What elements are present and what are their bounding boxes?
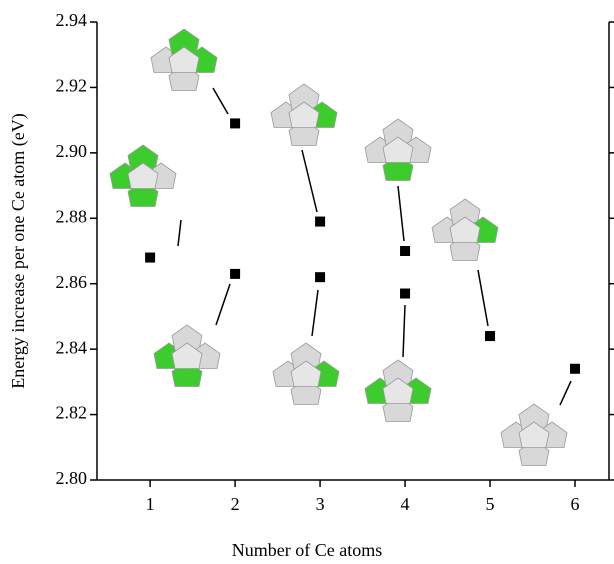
x-tick-label: 2	[231, 494, 240, 514]
data-point	[570, 364, 580, 374]
chart: Number of Ce atoms Energy increase per o…	[0, 0, 614, 564]
data-point	[315, 217, 325, 227]
x-tick-label: 4	[401, 494, 410, 514]
x-tick-label: 1	[146, 494, 155, 514]
y-tick-label: 2.94	[56, 10, 88, 30]
cluster-illustrations	[110, 29, 567, 466]
y-axis-label: Energy increase per one Ce atom (eV)	[8, 113, 29, 389]
y-tick-label: 2.88	[56, 206, 88, 226]
x-tick-label: 3	[316, 494, 325, 514]
y-tick-label: 2.84	[56, 337, 88, 357]
x-tick-label: 5	[486, 494, 495, 514]
y-tick-label: 2.86	[56, 272, 88, 292]
y-tick-label: 2.82	[56, 403, 88, 423]
data-point	[230, 269, 240, 279]
x-axis-label: Number of Ce atoms	[232, 540, 382, 560]
y-tick-label: 2.90	[56, 141, 88, 161]
data-point	[315, 272, 325, 282]
data-point	[400, 246, 410, 256]
y-tick-label: 2.92	[56, 76, 88, 96]
x-tick-label: 6	[571, 494, 580, 514]
data-point	[230, 118, 240, 128]
data-point	[485, 331, 495, 341]
connectors	[178, 88, 571, 405]
data-point	[400, 289, 410, 299]
data-point	[145, 253, 155, 263]
y-tick-label: 2.80	[56, 468, 88, 488]
